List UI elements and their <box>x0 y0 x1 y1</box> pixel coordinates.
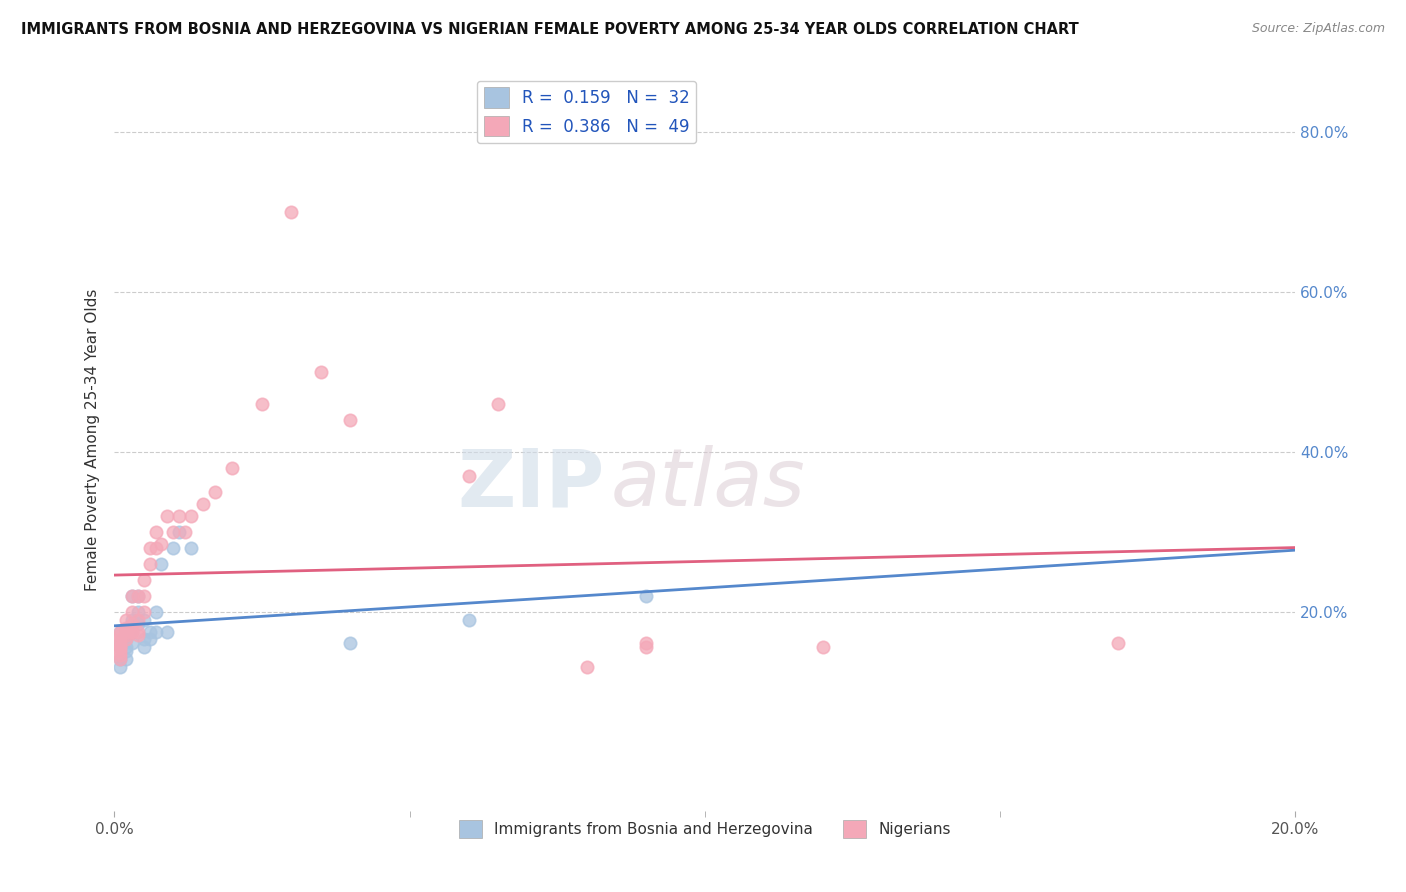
Point <box>108 644 131 658</box>
Point <box>132 640 155 655</box>
Point <box>174 524 197 539</box>
Point <box>127 616 149 631</box>
Text: ZIP: ZIP <box>457 445 605 524</box>
Point <box>127 589 149 603</box>
Point <box>575 660 598 674</box>
Point <box>1107 636 1129 650</box>
Point <box>156 624 179 639</box>
Point <box>108 636 131 650</box>
Point <box>250 397 273 411</box>
Point <box>280 205 302 219</box>
Point <box>634 640 657 655</box>
Point <box>108 628 131 642</box>
Point <box>132 589 155 603</box>
Point <box>115 620 138 634</box>
Point <box>204 484 226 499</box>
Point <box>138 632 160 647</box>
Point <box>132 613 155 627</box>
Point <box>811 640 834 655</box>
Point <box>127 628 149 642</box>
Point <box>108 640 131 655</box>
Point <box>108 624 131 639</box>
Point <box>115 632 138 647</box>
Point <box>167 524 190 539</box>
Point <box>127 624 149 639</box>
Point <box>121 613 143 627</box>
Point <box>634 589 657 603</box>
Point <box>115 640 138 655</box>
Point <box>145 524 167 539</box>
Point <box>108 652 131 666</box>
Point <box>457 468 479 483</box>
Point <box>121 605 143 619</box>
Point <box>108 652 131 666</box>
Point <box>127 613 149 627</box>
Point <box>156 508 179 523</box>
Point <box>150 557 173 571</box>
Point <box>145 624 167 639</box>
Point <box>145 605 167 619</box>
Point <box>221 460 243 475</box>
Point <box>127 589 149 603</box>
Point <box>108 636 131 650</box>
Point <box>457 613 479 627</box>
Point <box>486 397 509 411</box>
Point <box>121 636 143 650</box>
Point <box>121 624 143 639</box>
Point <box>191 497 214 511</box>
Point <box>108 648 131 663</box>
Legend: Immigrants from Bosnia and Herzegovina, Nigerians: Immigrants from Bosnia and Herzegovina, … <box>453 814 957 845</box>
Point <box>108 640 131 655</box>
Y-axis label: Female Poverty Among 25-34 Year Olds: Female Poverty Among 25-34 Year Olds <box>86 289 100 591</box>
Text: Source: ZipAtlas.com: Source: ZipAtlas.com <box>1251 22 1385 36</box>
Point <box>121 616 143 631</box>
Point <box>115 613 138 627</box>
Point <box>309 365 332 379</box>
Point <box>132 632 155 647</box>
Point <box>180 508 202 523</box>
Point <box>150 536 173 550</box>
Point <box>121 589 143 603</box>
Point <box>115 644 138 658</box>
Point <box>180 541 202 555</box>
Point <box>108 640 131 655</box>
Point <box>132 605 155 619</box>
Point <box>115 628 138 642</box>
Point <box>162 541 184 555</box>
Text: atlas: atlas <box>610 445 806 524</box>
Point <box>115 632 138 647</box>
Point <box>145 541 167 555</box>
Point <box>115 624 138 639</box>
Point <box>108 624 131 639</box>
Point <box>115 652 138 666</box>
Point <box>115 628 138 642</box>
Point <box>339 413 361 427</box>
Point <box>138 624 160 639</box>
Point <box>108 632 131 647</box>
Point <box>132 573 155 587</box>
Point <box>138 541 160 555</box>
Point <box>634 636 657 650</box>
Point <box>339 636 361 650</box>
Point <box>138 557 160 571</box>
Point <box>162 524 184 539</box>
Point <box>121 624 143 639</box>
Point <box>121 589 143 603</box>
Point <box>108 660 131 674</box>
Text: IMMIGRANTS FROM BOSNIA AND HERZEGOVINA VS NIGERIAN FEMALE POVERTY AMONG 25-34 YE: IMMIGRANTS FROM BOSNIA AND HERZEGOVINA V… <box>21 22 1078 37</box>
Point <box>167 508 190 523</box>
Point <box>127 605 149 619</box>
